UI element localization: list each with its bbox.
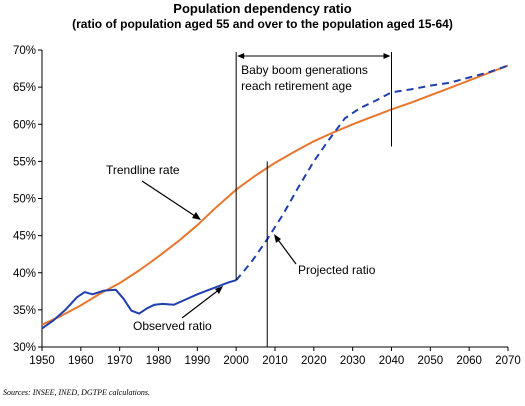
source-note: Sources: INSEE, INED, DGTPE calculations… <box>3 388 151 397</box>
y-tick-label: 35% <box>13 305 36 317</box>
chart-subtitle: (ratio of population aged 55 and over to… <box>72 17 453 31</box>
projected-label: Projected ratio <box>298 263 376 277</box>
projected-series <box>235 64 509 281</box>
trendline-arrow <box>141 180 199 219</box>
y-tick-label: 50% <box>13 194 36 206</box>
observed-series <box>41 279 237 330</box>
x-tick-label: 2000 <box>223 355 249 367</box>
x-tick-label: 2070 <box>495 355 521 367</box>
observed-arrowhead <box>215 286 223 294</box>
x-tick-label: 2050 <box>418 355 444 367</box>
observed-label: Observed ratio <box>133 319 212 333</box>
trendline-label: Trendline rate <box>106 163 180 177</box>
x-tick-label: 1990 <box>185 355 211 367</box>
baby-boom-label-line1: Baby boom generations <box>241 63 368 77</box>
x-tick-label: 2040 <box>379 355 405 367</box>
x-tick-label: 2030 <box>340 355 366 367</box>
series-layer <box>41 64 509 330</box>
projected-arrowhead <box>274 234 281 243</box>
y-tick-label: 40% <box>13 268 36 280</box>
title-block: Population dependency ratio (ratio of po… <box>0 1 525 32</box>
observed-arrow <box>181 288 221 319</box>
x-tick-label: 2020 <box>301 355 327 367</box>
y-tick-label: 45% <box>13 231 36 243</box>
axes: 30% 35% 40% 45% 50% 55% 60% 65% 70% 1950 1960 1970 1… <box>13 45 521 367</box>
x-tick-label: 2060 <box>456 355 482 367</box>
projected-arrow <box>275 236 297 265</box>
y-tick-label: 70% <box>13 45 36 57</box>
baby-boom-arrowhead-left <box>237 53 245 59</box>
y-tick-label: 65% <box>13 82 36 94</box>
x-tick-label: 1970 <box>107 355 133 367</box>
chart-title: Population dependency ratio <box>173 1 352 16</box>
x-tick-label: 1980 <box>146 355 172 367</box>
x-tick-label: 1950 <box>29 355 55 367</box>
annotations: Baby boom generations reach retirement ag… <box>106 52 392 347</box>
y-tick-label: 55% <box>13 156 36 168</box>
y-tick-label: 30% <box>13 342 36 354</box>
x-tick-label: 1960 <box>68 355 94 367</box>
trendline-series <box>41 64 509 326</box>
trendline-arrowhead <box>192 212 201 220</box>
y-tick-label: 60% <box>13 119 36 131</box>
baby-boom-arrowhead-right <box>383 53 391 59</box>
x-tick-label: 2010 <box>262 355 288 367</box>
baby-boom-label-line2: reach retirement age <box>241 79 352 93</box>
